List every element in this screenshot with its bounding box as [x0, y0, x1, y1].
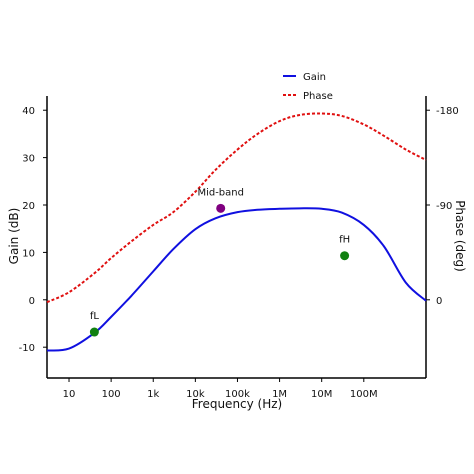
y-right-tick-label: -180: [436, 106, 459, 117]
x-tick-label: 100k: [225, 389, 250, 400]
annotation-fl: fL: [90, 311, 100, 322]
y-tick-label: 30: [22, 154, 35, 165]
x-axis-label: Frequency (Hz): [192, 397, 283, 411]
series-line-gain: [46, 207, 427, 352]
marker-mid-band: [216, 203, 226, 213]
legend-label-phase: Phase: [303, 91, 333, 102]
y-right-tick-label: -90: [436, 201, 452, 212]
x-tick-label: 10M: [311, 389, 332, 400]
series-line-phase: [46, 112, 427, 304]
legend: Gain Phase: [283, 72, 333, 102]
y-tick-label: -10: [19, 343, 35, 354]
x-tick-label: 100M: [350, 389, 378, 400]
marker-fl: [89, 327, 99, 337]
x-tick-label: 10k: [186, 389, 205, 400]
x-tick-label: 100: [102, 389, 121, 400]
y-tick-label: 40: [22, 106, 35, 117]
y-right-axis-label: Phase (deg): [453, 200, 467, 272]
y-right-tick-label: 0: [436, 296, 442, 307]
y-tick-label: 10: [22, 248, 35, 259]
annotation-mid-band: Mid-band: [197, 187, 244, 198]
y-axis-label: Gain (dB): [7, 208, 21, 265]
x-tick-label: 1M: [272, 389, 287, 400]
legend-label-gain: Gain: [303, 72, 326, 83]
x-tick-label: 1k: [147, 389, 159, 400]
marker-fh: [340, 251, 350, 261]
y-tick-label: 0: [29, 296, 35, 307]
y-tick-label: 20: [22, 201, 35, 212]
annotation-fh: fH: [339, 235, 350, 246]
x-tick-label: 10: [63, 389, 76, 400]
